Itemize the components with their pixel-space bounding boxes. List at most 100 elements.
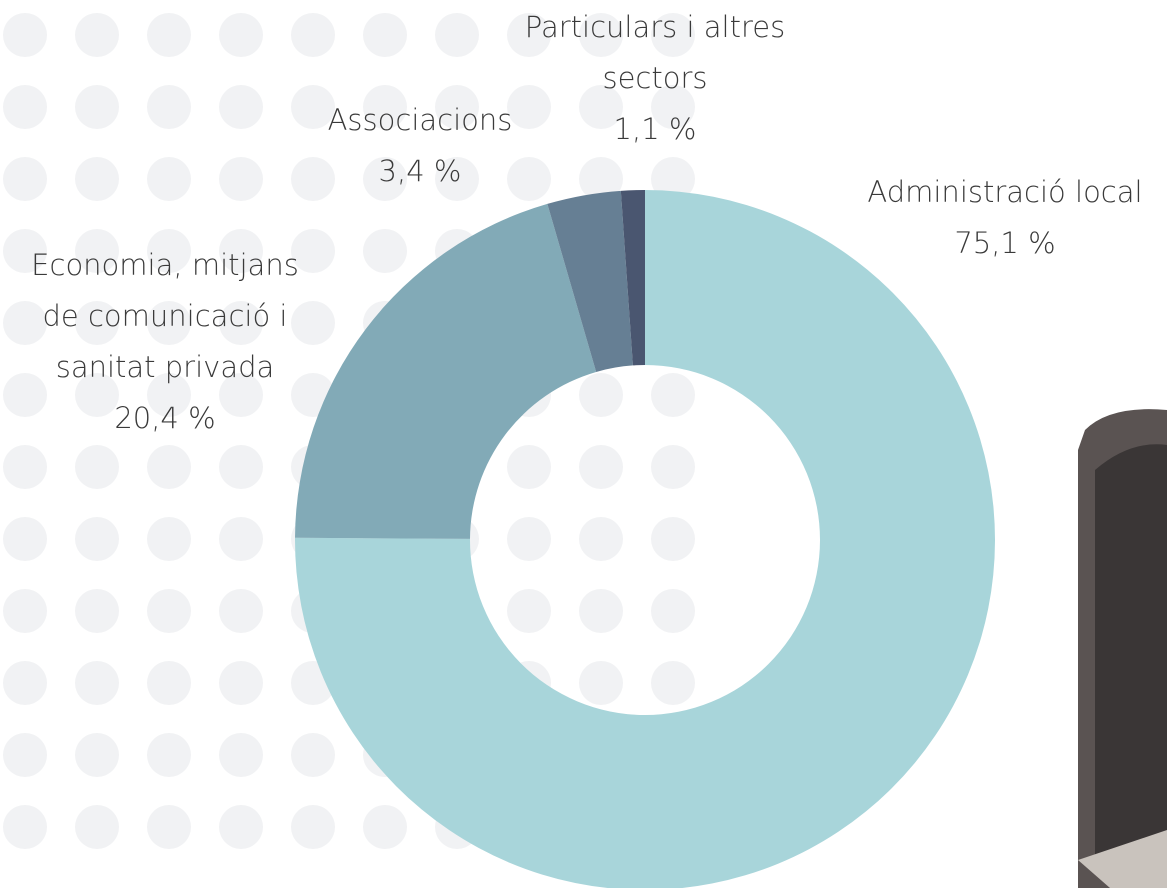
dot: [75, 445, 119, 489]
dot: [75, 229, 119, 273]
dot: [363, 805, 407, 849]
dot: [435, 85, 479, 129]
dot: [579, 157, 623, 201]
dot: [291, 13, 335, 57]
dot: [75, 157, 119, 201]
dot: [75, 517, 119, 561]
dot: [219, 13, 263, 57]
dot: [75, 733, 119, 777]
dot: [507, 157, 551, 201]
dot: [3, 157, 47, 201]
dot: [3, 445, 47, 489]
slice: [295, 203, 597, 539]
dot: [291, 85, 335, 129]
dot: [651, 589, 695, 633]
dot: [219, 373, 263, 417]
dot: [579, 373, 623, 417]
dot: [219, 229, 263, 273]
dot: [75, 13, 119, 57]
dot: [363, 85, 407, 129]
dot: [579, 517, 623, 561]
dot: [147, 445, 191, 489]
dot: [147, 517, 191, 561]
dot: [363, 157, 407, 201]
dot: [75, 661, 119, 705]
dot: [219, 85, 263, 129]
laptop-photo: [1078, 409, 1167, 888]
dot: [147, 157, 191, 201]
category-label: Associacions: [327, 103, 513, 137]
dot: [579, 661, 623, 705]
dot: [147, 589, 191, 633]
dot: [291, 805, 335, 849]
dot: [147, 301, 191, 345]
category-label: Particulars i altres sectors: [524, 10, 786, 95]
dot: [147, 661, 191, 705]
dot: [291, 157, 335, 201]
dot: [435, 13, 479, 57]
dot: [291, 733, 335, 777]
dot: [219, 517, 263, 561]
dot: [75, 589, 119, 633]
dot: [579, 589, 623, 633]
dot: [579, 445, 623, 489]
label: Particulars i altres sectors 1,1 %: [485, 2, 825, 155]
dot: [147, 733, 191, 777]
dot: [3, 13, 47, 57]
dot: [651, 661, 695, 705]
dot: [507, 589, 551, 633]
dot: [3, 589, 47, 633]
dot: [3, 229, 47, 273]
dot: [507, 85, 551, 129]
dot: [3, 733, 47, 777]
dot: [363, 13, 407, 57]
dot: [291, 229, 335, 273]
dot: [3, 373, 47, 417]
laptop-base: [1078, 830, 1167, 888]
dot: [651, 157, 695, 201]
category-label: Economia, mitjans de comunicació i sanit…: [31, 248, 299, 384]
dot: [651, 13, 695, 57]
dot: [75, 805, 119, 849]
label: Economia, mitjans de comunicació i sanit…: [10, 240, 320, 444]
dot: [507, 13, 551, 57]
dot: [291, 301, 335, 345]
category-label: Administració local: [867, 175, 1143, 209]
dot: [651, 445, 695, 489]
dot: [219, 301, 263, 345]
dot: [363, 229, 407, 273]
dot: [3, 661, 47, 705]
dot: [75, 373, 119, 417]
donut: [295, 190, 995, 888]
value-label: 20,4 %: [114, 401, 216, 435]
dot: [147, 229, 191, 273]
value-label: 75,1 %: [954, 226, 1056, 260]
dot: [651, 517, 695, 561]
dot: [219, 445, 263, 489]
laptop-screen: [1095, 444, 1167, 860]
dot: [147, 805, 191, 849]
dot: [3, 805, 47, 849]
dot: [75, 85, 119, 129]
slice: [620, 190, 645, 366]
dot: [3, 517, 47, 561]
dot: [3, 85, 47, 129]
dot: [219, 661, 263, 705]
label: Associacions 3,4 %: [290, 95, 550, 197]
slice: [547, 190, 633, 372]
dot: [3, 301, 47, 345]
dot: [147, 13, 191, 57]
label: Administració local 75,1 %: [835, 167, 1167, 269]
value-label: 1,1 %: [613, 112, 697, 146]
dot: [579, 13, 623, 57]
dot: [75, 301, 119, 345]
dot: [219, 589, 263, 633]
value-label: 3,4 %: [378, 154, 462, 188]
dot: [219, 157, 263, 201]
dot: [219, 805, 263, 849]
dot: [219, 733, 263, 777]
dot: [651, 85, 695, 129]
dot: [651, 373, 695, 417]
slice: [295, 190, 995, 888]
